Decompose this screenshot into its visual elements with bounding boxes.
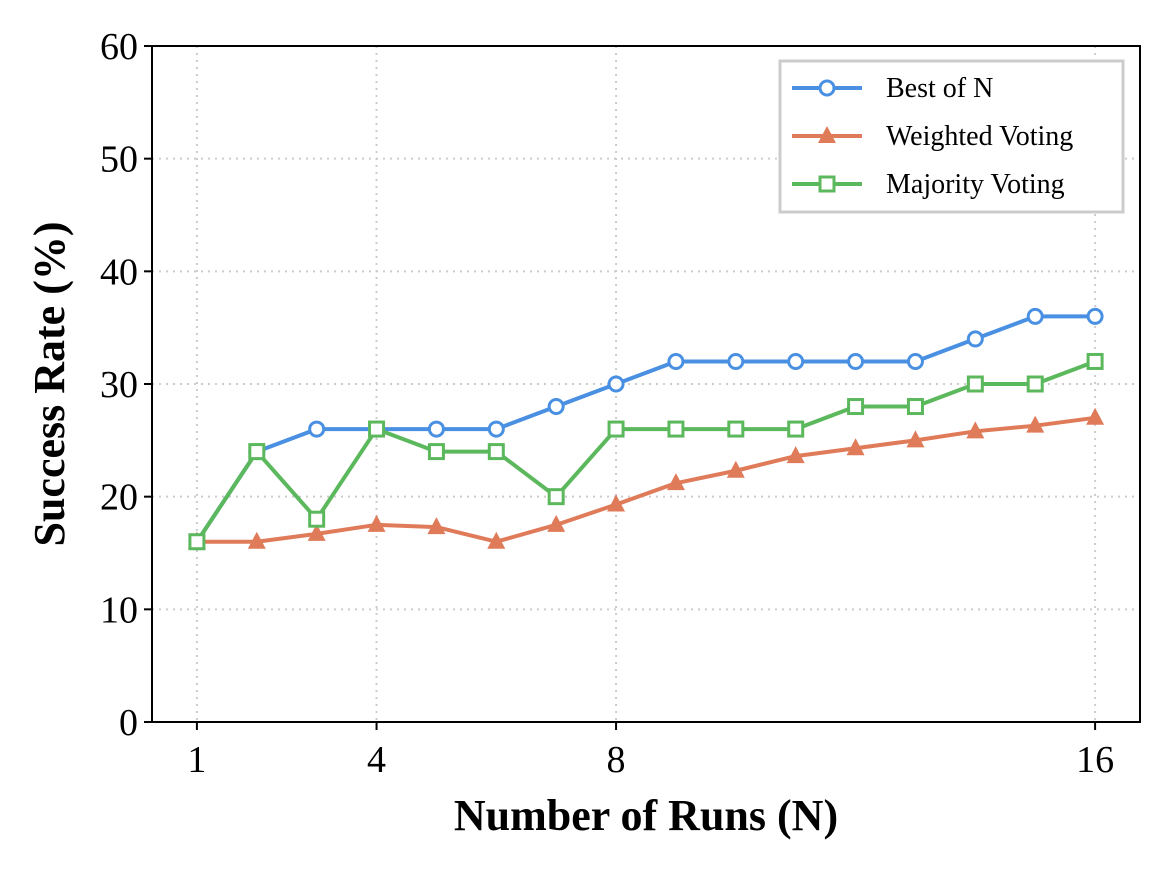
data-point-triangle [427, 517, 446, 535]
series-line [196, 415, 1096, 544]
data-point-square [368, 420, 386, 438]
data-point-square [727, 420, 745, 438]
data-point-circle [667, 352, 685, 370]
y-tick-label: 30 [100, 364, 138, 406]
data-point-triangle [666, 473, 685, 491]
series-line [195, 359, 1096, 543]
data-point-square [607, 420, 625, 438]
data-point-triangle [1086, 407, 1105, 425]
data-point-circle [966, 330, 984, 348]
data-point-triangle [607, 494, 626, 512]
y-tick-label: 60 [100, 26, 138, 68]
y-axis-label: Success Rate (%) [25, 221, 74, 546]
data-point-circle [818, 79, 836, 97]
data-point-square [1086, 352, 1104, 370]
data-point-square [427, 443, 445, 461]
data-point-triangle [247, 531, 266, 549]
data-point-triangle [966, 421, 985, 439]
y-tick-label: 10 [100, 589, 138, 631]
data-point-triangle [547, 514, 566, 532]
data-point-square [1026, 375, 1044, 393]
ticks: 1 4 8 16 0 10 20 30 40 50 60 [100, 26, 1114, 781]
y-tick-label: 0 [119, 702, 138, 744]
x-tick-label: 4 [367, 739, 386, 781]
legend-label: Majority Voting [886, 169, 1065, 200]
data-point-circle [547, 398, 565, 416]
data-point-square [188, 533, 206, 551]
data-point-circle [847, 352, 865, 370]
data-point-circle [427, 420, 445, 438]
data-point-triangle [307, 523, 326, 541]
x-tick-label: 8 [607, 739, 626, 781]
data-point-circle [727, 352, 745, 370]
data-point-circle [487, 420, 505, 438]
legend-label: Weighted Voting [886, 121, 1073, 152]
data-point-triangle [906, 430, 925, 448]
y-tick-label: 20 [100, 477, 138, 519]
series-weighted-voting [187, 407, 1105, 549]
data-point-circle [906, 352, 924, 370]
series-majority-voting [188, 352, 1104, 551]
legend-label: Best of N [886, 73, 993, 104]
data-point-square [787, 420, 805, 438]
data-point-circle [1086, 307, 1104, 325]
legend: Best of N Weighted Voting Majority Voting [778, 59, 1125, 214]
data-point-square [248, 443, 266, 461]
data-point-square [847, 398, 865, 416]
data-point-square [966, 375, 984, 393]
x-tick-label: 1 [187, 739, 206, 781]
data-point-triangle [1026, 415, 1045, 433]
data-point-triangle [846, 438, 865, 456]
data-point-square [818, 175, 836, 193]
series-line [195, 314, 1096, 543]
y-tick-label: 40 [100, 251, 138, 293]
data-point-square [667, 420, 685, 438]
data-point-square [547, 488, 565, 506]
data-point-circle [787, 352, 805, 370]
series-group [187, 307, 1105, 551]
data-point-triangle [818, 126, 836, 143]
x-tick-label: 16 [1076, 739, 1114, 781]
y-tick-label: 50 [100, 139, 138, 181]
data-point-triangle [367, 514, 386, 532]
data-point-square [906, 398, 924, 416]
x-axis-label: Number of Runs (N) [454, 791, 838, 840]
data-point-triangle [786, 446, 805, 464]
data-point-circle [607, 375, 625, 393]
data-point-triangle [726, 460, 745, 478]
data-point-square [487, 443, 505, 461]
data-point-circle [308, 420, 326, 438]
data-point-circle [1026, 307, 1044, 325]
data-point-square [308, 510, 326, 528]
data-point-triangle [487, 531, 506, 549]
